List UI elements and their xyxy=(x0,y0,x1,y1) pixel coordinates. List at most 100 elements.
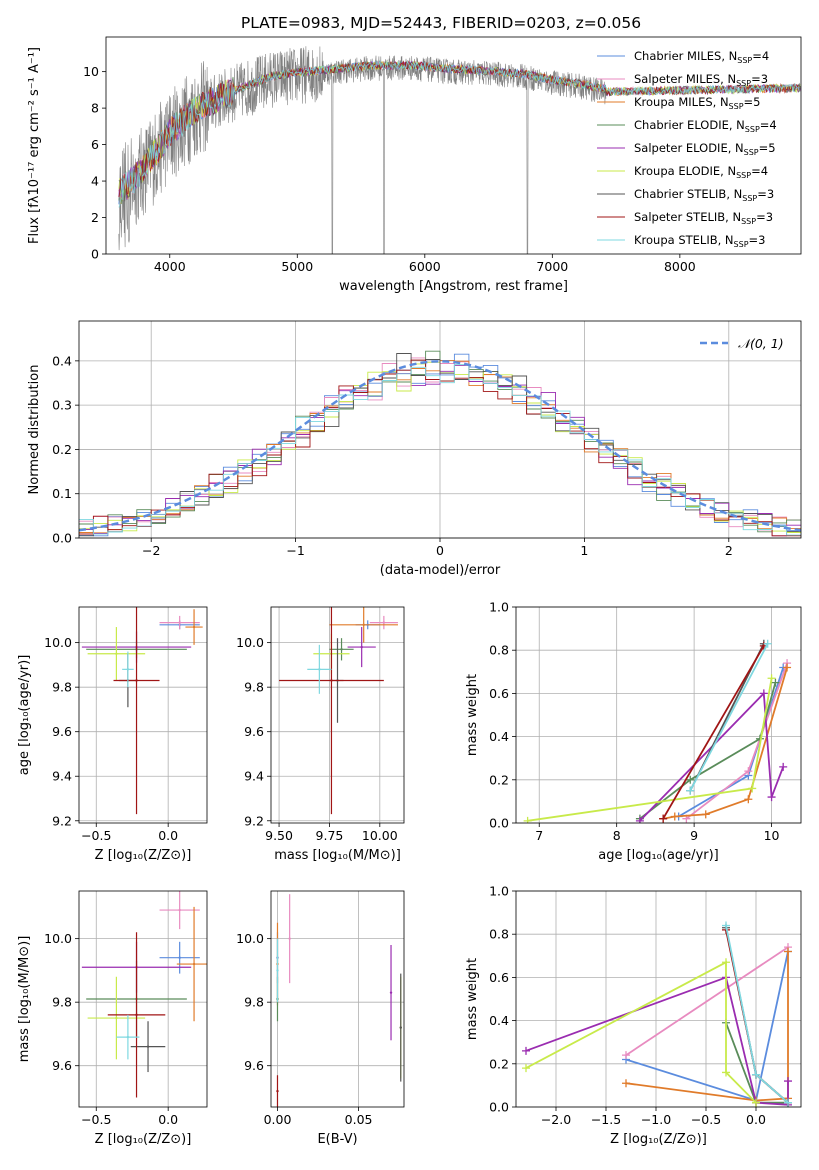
axes-frame xyxy=(78,606,208,824)
spectrum-panel: Chabrier MILES, NSSP=4 Salpeter MILES, NS… xyxy=(27,36,802,294)
y-tick-label: 9.4 xyxy=(52,769,72,784)
data-point xyxy=(360,645,363,649)
data-marker xyxy=(522,1046,530,1055)
y-tick-label: 0.3 xyxy=(52,398,72,413)
series-line-salpeter-elodie xyxy=(639,691,785,822)
legend-label: Kroupa STELIB, NSSP=3 xyxy=(634,233,765,249)
age-vs-metallicity-panel: −0.5 0.0 9.2 9.4 9.6 9.8 10.0 Z [log₁₀(Z/Z⊙)] ag… xyxy=(17,606,208,863)
y-tick-label: 1.0 xyxy=(489,884,509,899)
legend-label-tail: =3 xyxy=(749,233,766,247)
data-point xyxy=(126,668,130,671)
series-line-kroupa-elodie xyxy=(525,960,757,1104)
data-marker xyxy=(722,958,730,967)
legend-label-tail: =3 xyxy=(756,210,773,224)
data-point xyxy=(135,679,138,682)
data-marker xyxy=(767,674,776,683)
legend-label-subscript: SSP xyxy=(736,171,751,180)
x-tick-label: 0.0 xyxy=(746,1112,766,1127)
y-tick-label: 0.2 xyxy=(489,772,509,787)
y-tick-label: 0.6 xyxy=(489,970,509,985)
data-marker xyxy=(752,1098,760,1107)
legend-label: Salpeter MILES, NSSP=3 xyxy=(634,72,768,88)
data-point xyxy=(288,937,291,940)
data-point xyxy=(178,908,181,912)
series-line-chabrier-elodie xyxy=(639,682,777,820)
legend-label-tail: =4 xyxy=(752,49,769,63)
y-tick-label: 10 xyxy=(83,64,99,79)
legend-label: Chabrier MILES, NSSP=4 xyxy=(634,49,769,65)
legend-label-subscript: SSP xyxy=(744,148,759,157)
data-marker xyxy=(748,784,757,793)
y-tick-label: 1.0 xyxy=(489,600,509,615)
y-tick-label: 9.2 xyxy=(52,813,72,828)
data-marker xyxy=(670,812,679,821)
y-tick-label: 10.0 xyxy=(44,635,72,650)
y-tick-label: 0.0 xyxy=(489,1100,509,1115)
data-marker xyxy=(767,793,776,802)
axes-frame xyxy=(515,606,802,824)
legend-label-subscript: SSP xyxy=(741,217,756,226)
plot-area xyxy=(79,350,801,537)
y-tick-label: 10.0 xyxy=(236,635,264,650)
data-point xyxy=(192,625,196,629)
data-marker xyxy=(622,1051,630,1060)
gaussian-curve xyxy=(79,360,801,532)
x-tick-label: −0.5 xyxy=(81,1112,111,1127)
y-axis-label: mass [log₁₀(M/M⊙)] xyxy=(17,936,32,1063)
x-axis-label: Z [log₁₀(Z/Z⊙)] xyxy=(95,848,192,863)
data-point xyxy=(276,1089,279,1093)
x-axis-label: Z [log₁₀(Z/Z⊙)] xyxy=(95,1132,192,1147)
data-marker xyxy=(686,775,695,784)
data-marker xyxy=(722,1068,730,1077)
x-tick-label: −2 xyxy=(142,543,160,558)
y-tick-label: 9.6 xyxy=(244,724,264,739)
y-axis-label: mass weight xyxy=(465,958,480,1040)
x-tick-label: 4000 xyxy=(154,259,186,274)
y-tick-label: 0.2 xyxy=(489,1056,509,1071)
legend-label-text: Salpeter ELODIE, N xyxy=(634,141,744,155)
histogram-chabrier-stelib xyxy=(79,353,801,537)
y-tick-label: 0.8 xyxy=(489,643,509,658)
legend-label: Salpeter ELODIE, NSSP=5 xyxy=(634,141,776,157)
legend-label-subscript: SSP xyxy=(729,102,744,111)
y-tick-label: 9.8 xyxy=(244,995,264,1010)
x-tick-label: 9 xyxy=(690,828,698,843)
plot-area xyxy=(523,639,792,823)
data-point xyxy=(318,668,321,671)
figure-title: PLATE=0983, MJD=52443, FIBERID=0203, z=0… xyxy=(241,14,641,32)
y-tick-label: 0.6 xyxy=(489,686,509,701)
y-tick-label: 0.4 xyxy=(52,353,72,368)
data-marker xyxy=(771,678,780,687)
data-marker xyxy=(784,1098,792,1107)
data-marker xyxy=(783,663,792,672)
data-marker xyxy=(686,786,695,795)
x-tick-label: −0.5 xyxy=(691,1112,721,1127)
x-axis-label: (data-model)/error xyxy=(380,563,501,578)
legend-label: Salpeter STELIB, NSSP=3 xyxy=(634,210,773,226)
x-tick-label: 8 xyxy=(613,828,621,843)
x-tick-label: 8000 xyxy=(664,259,696,274)
y-tick-label: 9.8 xyxy=(52,995,72,1010)
x-tick-label: 9.75 xyxy=(316,828,344,843)
legend-label-subscript: SSP xyxy=(734,240,749,249)
data-point xyxy=(126,1035,130,1039)
y-tick-label: 9.6 xyxy=(244,1058,264,1073)
legend-label-subscript: SSP xyxy=(736,79,751,88)
axes-frame xyxy=(515,890,802,1108)
y-tick-label: 10.0 xyxy=(44,931,72,946)
data-marker xyxy=(659,814,668,823)
y-tick-label: 0.4 xyxy=(489,1013,509,1028)
x-axis-label: E(B-V) xyxy=(317,1132,357,1147)
y-tick-label: 9.8 xyxy=(52,680,72,695)
y-axis-label: mass weight xyxy=(465,674,480,756)
legend-label-text: Chabrier ELODIE, N xyxy=(634,118,745,132)
mass-vs-ebv-panel: 0.00 0.05 9.6 9.8 10.0 E(B-V) xyxy=(236,890,405,1147)
series-line-kroupa-miles xyxy=(625,951,789,1102)
data-point xyxy=(399,1026,402,1029)
data-point xyxy=(330,679,333,682)
data-marker xyxy=(523,816,532,823)
axes-frame xyxy=(270,606,405,824)
mass-weight-vs-metallicity-panel: −2.0 −1.5 −1.0 −0.5 0.0 0.0 0.2 0.4 0.6 0.8 1.0 Z [… xyxy=(465,884,802,1147)
data-point xyxy=(362,623,365,627)
